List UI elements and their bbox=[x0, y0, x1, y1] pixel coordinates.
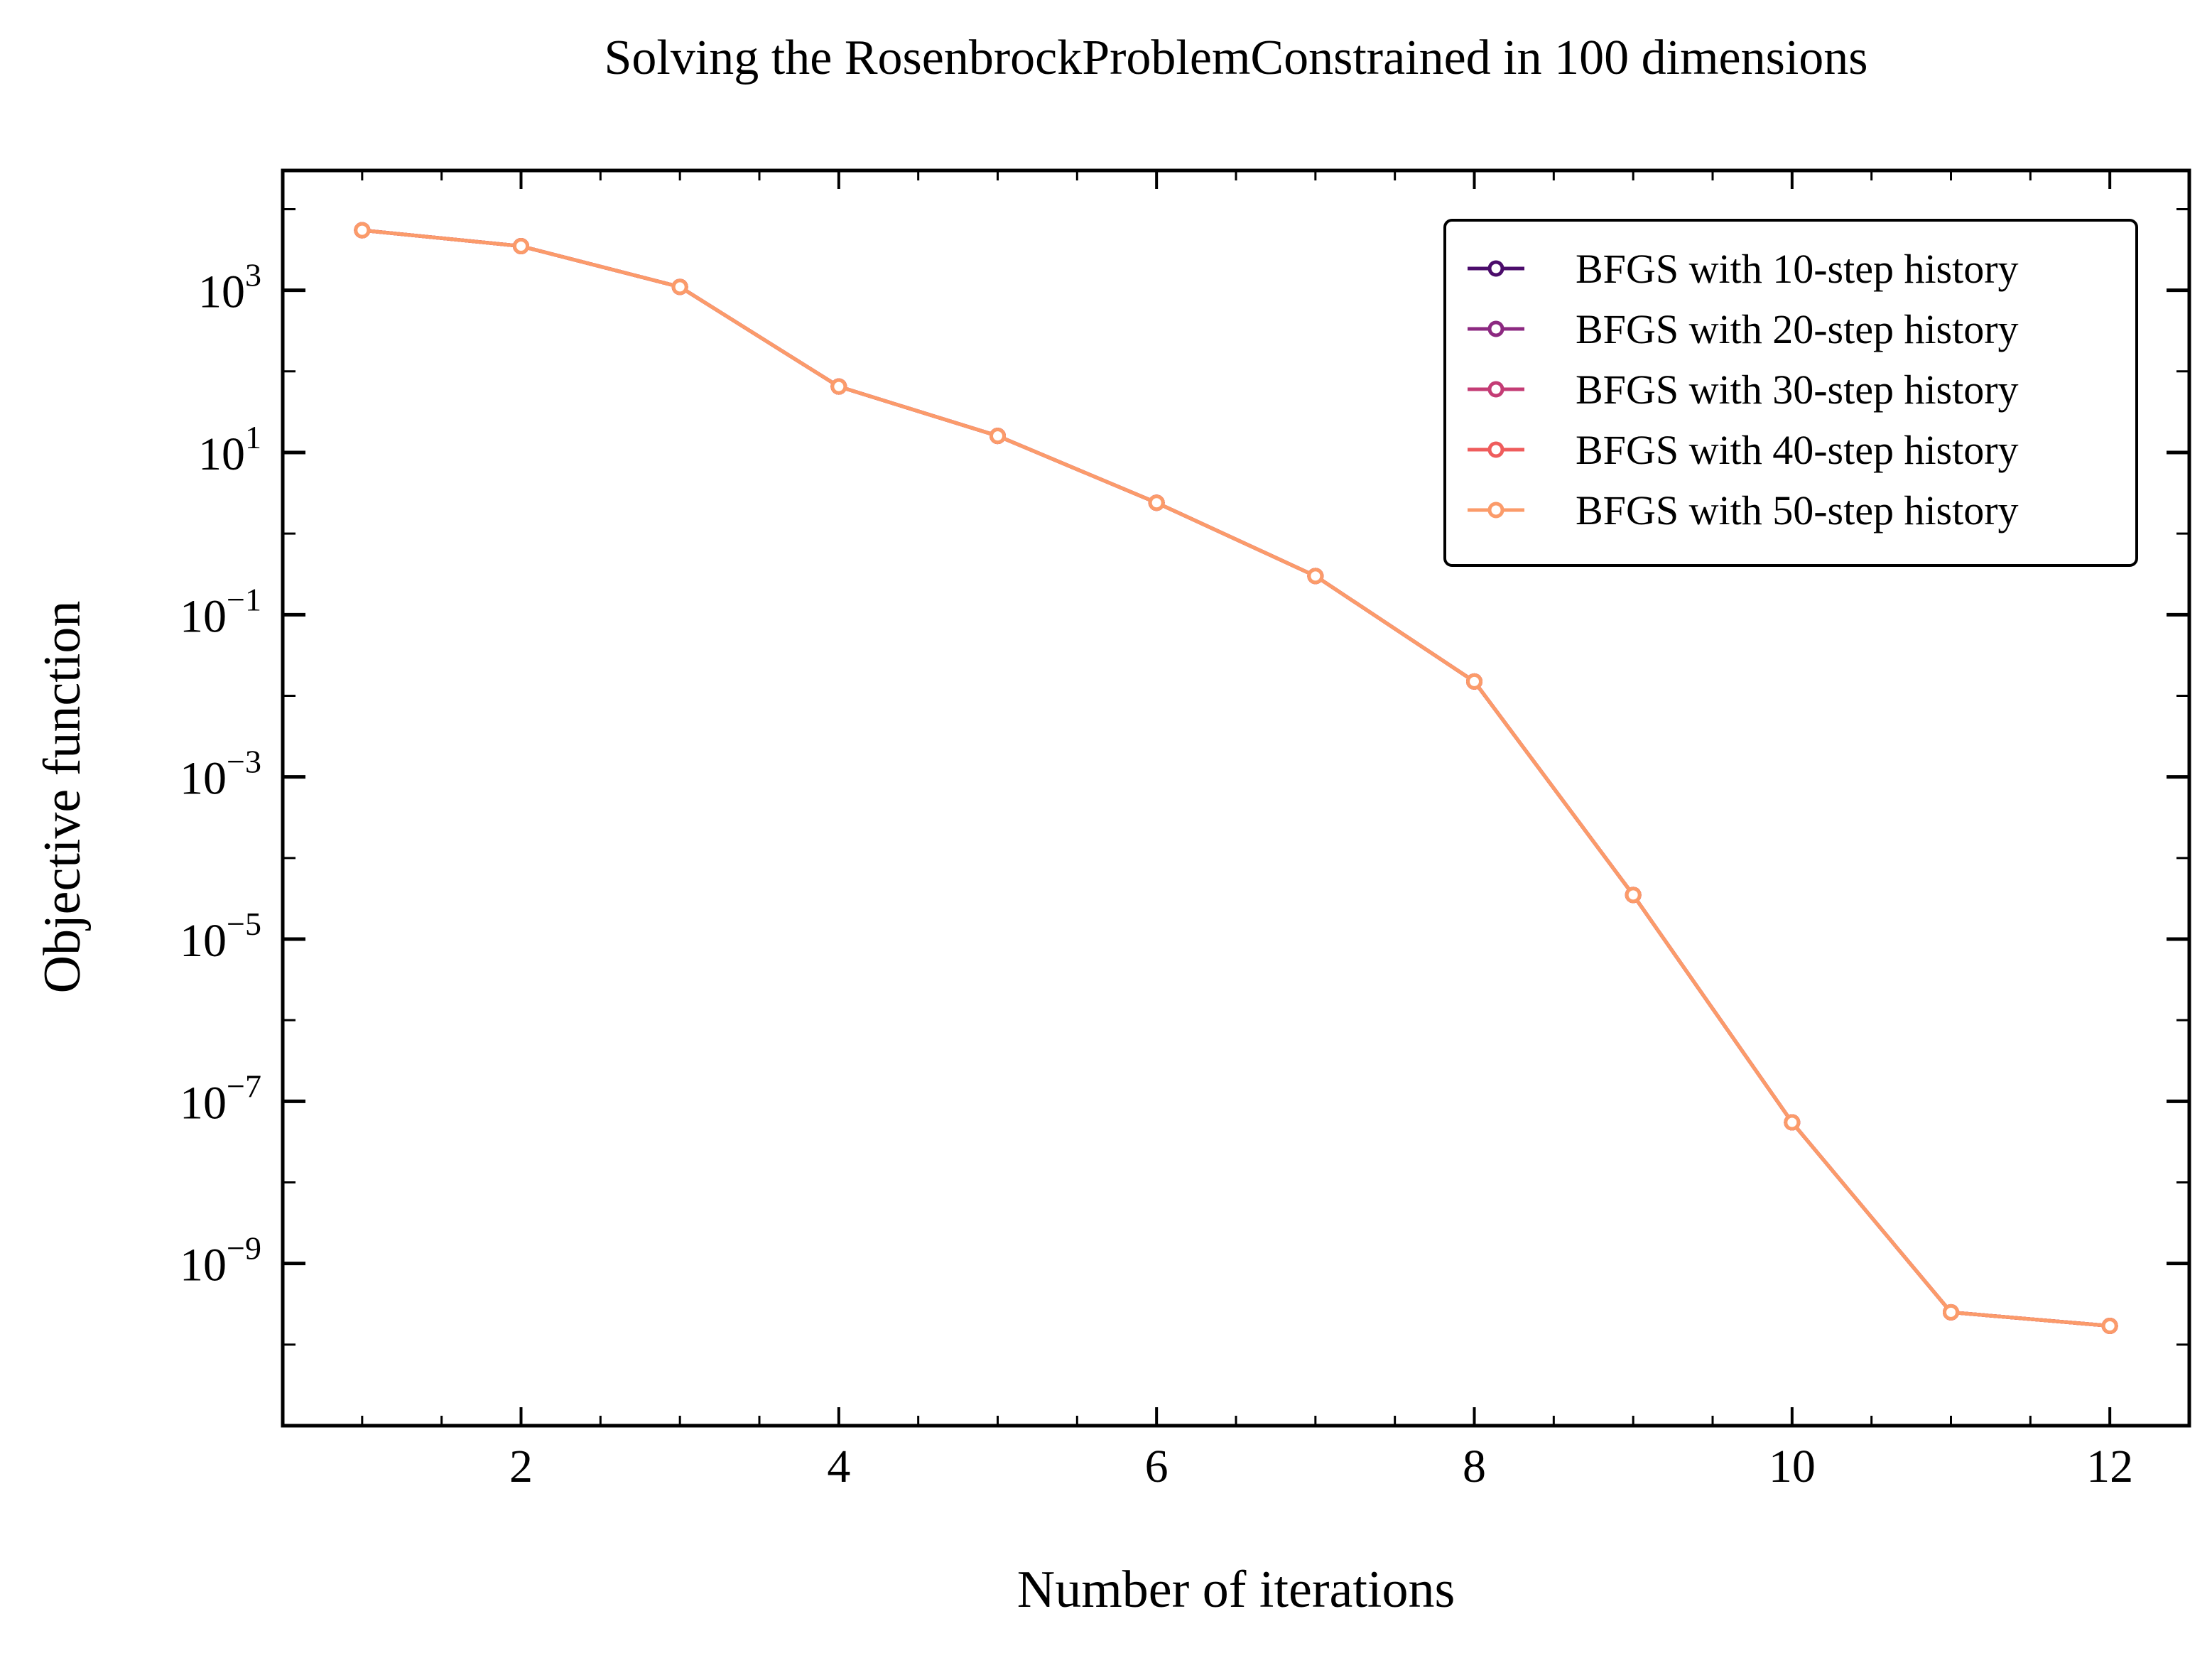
legend-swatch-marker bbox=[1487, 381, 1505, 398]
chart-title: Solving the RosenbrockProblemConstrained… bbox=[604, 31, 1867, 85]
legend-frame bbox=[1443, 219, 2138, 567]
x-tick-label: 12 bbox=[2086, 1441, 2133, 1492]
legend-label: BFGS with 10-step history bbox=[1576, 246, 2019, 292]
data-point bbox=[2101, 1318, 2118, 1335]
series-line-5 bbox=[362, 228, 2110, 1328]
data-point bbox=[1307, 568, 1324, 585]
legend-swatch-marker bbox=[1487, 260, 1505, 277]
x-tick-label: 2 bbox=[509, 1441, 533, 1492]
data-point bbox=[1784, 1114, 1801, 1131]
axis-ticks: 2 4 6 8 10 12 103 101 10−1 10−3 10−5 10−7 10−9 bbox=[180, 170, 2189, 1492]
y-tick-label: 10−1 bbox=[180, 581, 261, 642]
x-tick-label: 10 bbox=[1769, 1441, 1816, 1492]
data-point bbox=[1466, 673, 1482, 690]
data-point bbox=[830, 378, 847, 395]
y-axis-label: Objective function bbox=[33, 601, 92, 994]
x-tick-label: 8 bbox=[1463, 1441, 1486, 1492]
data-point bbox=[1148, 494, 1165, 511]
x-axis-label: Number of iterations bbox=[1017, 1561, 1455, 1619]
legend-label: BFGS with 30-step history bbox=[1576, 367, 2019, 413]
legend-label: BFGS with 20-step history bbox=[1576, 306, 2019, 352]
y-tick-label: 101 bbox=[198, 419, 261, 480]
data-point bbox=[990, 428, 1006, 445]
data-point bbox=[354, 222, 371, 239]
legend-swatch-marker bbox=[1487, 441, 1505, 458]
series-lines bbox=[354, 222, 2118, 1335]
y-tick-label: 10−5 bbox=[180, 906, 261, 967]
legend: BFGS with 10-step history BFGS with 20-st… bbox=[1443, 219, 2138, 567]
y-tick-label: 103 bbox=[198, 257, 261, 318]
x-tick-label: 6 bbox=[1145, 1441, 1169, 1492]
y-tick-label: 10−3 bbox=[180, 744, 261, 805]
legend-label: BFGS with 50-step history bbox=[1576, 487, 2019, 533]
data-point bbox=[513, 238, 529, 255]
data-point bbox=[671, 278, 688, 296]
legend-swatch-marker bbox=[1487, 502, 1505, 519]
data-point bbox=[1625, 887, 1642, 904]
x-tick-label: 4 bbox=[827, 1441, 850, 1492]
plot-area-frame bbox=[281, 168, 2191, 1428]
legend-label: BFGS with 40-step history bbox=[1576, 427, 2019, 473]
legend-swatch-marker bbox=[1487, 320, 1505, 337]
data-point bbox=[1943, 1304, 1959, 1321]
y-tick-label: 10−7 bbox=[180, 1068, 261, 1129]
y-tick-label: 10−9 bbox=[180, 1230, 261, 1291]
